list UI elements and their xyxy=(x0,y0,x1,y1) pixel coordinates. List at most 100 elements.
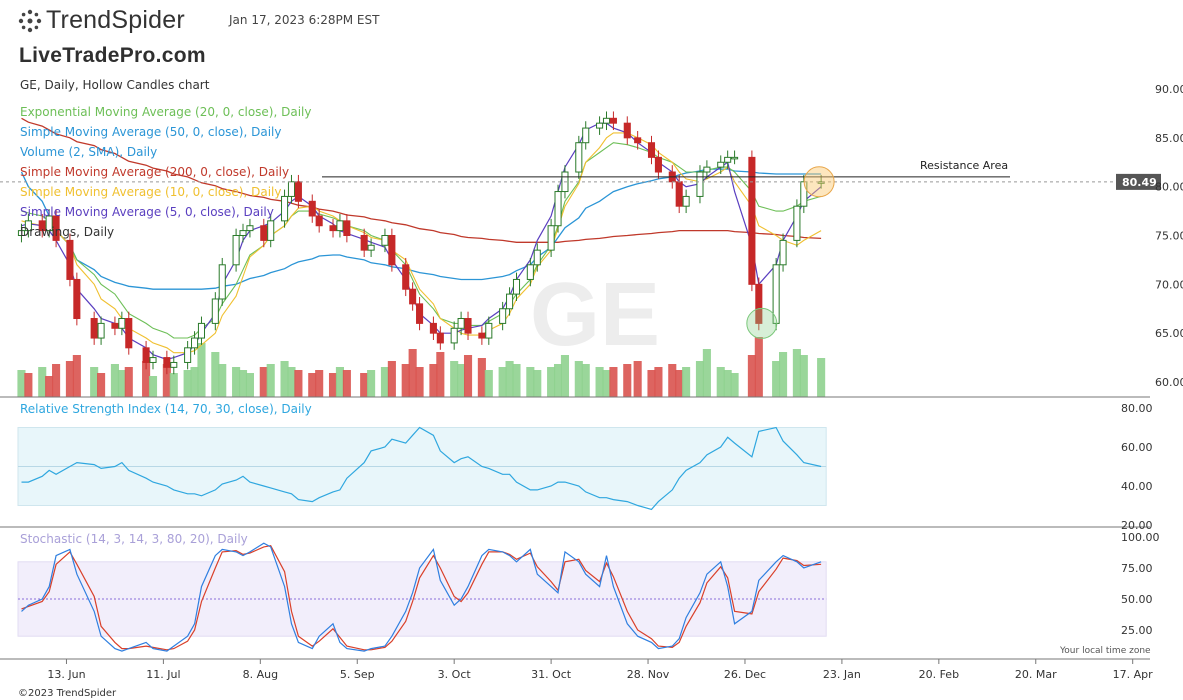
ema20-line xyxy=(21,142,822,339)
volume-bar xyxy=(360,373,369,397)
candle-body xyxy=(52,215,60,241)
rsi-title[interactable]: Relative Strength Index (14, 70, 30, clo… xyxy=(20,402,312,416)
candle-body xyxy=(464,318,472,334)
volume-bar xyxy=(401,364,410,397)
legend-sma5[interactable]: Simple Moving Average (5, 0, close), Dai… xyxy=(20,205,274,219)
stochastic-y-tick-label: 25.00 xyxy=(1121,624,1153,637)
candle-body xyxy=(547,225,555,251)
volume-bar xyxy=(547,367,556,397)
chart-timestamp: Jan 17, 2023 6:28PM EST xyxy=(229,13,380,27)
candle-body xyxy=(731,156,739,160)
legend-sma50[interactable]: Simple Moving Average (50, 0, close), Da… xyxy=(20,125,282,139)
candle-body xyxy=(38,220,46,232)
stochastic-title[interactable]: Stochastic (14, 3, 14, 3, 80, 20), Daily xyxy=(20,532,248,546)
chart-drawings[interactable]: Resistance Area 80.49 xyxy=(0,159,1161,339)
volume-bar xyxy=(38,367,47,397)
x-axis-tick-label: 3. Oct xyxy=(438,668,472,681)
candle-body xyxy=(191,337,199,349)
candle-body xyxy=(343,220,351,237)
volume-bar xyxy=(574,361,583,397)
rsi-y-tick-label: 80.00 xyxy=(1121,402,1153,415)
candle-body xyxy=(499,308,507,324)
volume-bar xyxy=(675,370,684,397)
volume-bar xyxy=(218,364,227,397)
candle-body xyxy=(696,171,704,197)
volume-bar xyxy=(169,373,178,397)
legend-drawings[interactable]: Drawings, Daily xyxy=(20,225,115,239)
volume-bar xyxy=(387,361,396,397)
candle-body xyxy=(149,357,157,363)
candle-body xyxy=(381,235,389,246)
stochastic-k-line xyxy=(21,542,822,652)
volume-bar xyxy=(457,364,466,397)
candle-body xyxy=(197,322,206,339)
volume-bar xyxy=(117,370,126,397)
volume-bar xyxy=(484,370,493,397)
copyright: ©2023 TrendSpider xyxy=(18,688,117,699)
volume-bar xyxy=(702,349,711,397)
candle-body xyxy=(724,156,732,163)
volume-bar xyxy=(328,373,338,397)
volume-bar xyxy=(65,361,74,397)
x-axis-tick-label: 31. Oct xyxy=(531,668,572,681)
volume-bar xyxy=(463,355,473,397)
stochastic-y-tick-label: 100.00 xyxy=(1121,531,1160,544)
volume-bar xyxy=(609,367,618,397)
volume-bar xyxy=(553,364,563,397)
volume-bar xyxy=(380,367,389,397)
volume-bar xyxy=(512,364,521,397)
volume-bars xyxy=(17,337,826,397)
volume-bar xyxy=(238,370,248,397)
x-axis-tick-label: 5. Sep xyxy=(340,668,375,681)
trendspider-logo-icon xyxy=(18,9,42,32)
candle-body xyxy=(239,230,247,237)
candle-body xyxy=(211,298,219,324)
brand-name: TrendSpider xyxy=(46,6,185,34)
volume-bar xyxy=(97,373,106,397)
volume-bar xyxy=(747,355,756,397)
candle-body xyxy=(575,142,583,173)
candle-body xyxy=(582,127,590,144)
legend-sma10[interactable]: Simple Moving Average (10, 0, close), Da… xyxy=(20,185,282,199)
candle-body xyxy=(111,322,119,329)
stochastic-lines xyxy=(21,542,822,652)
volume-bar xyxy=(342,370,351,397)
candle-body xyxy=(315,215,323,227)
volume-bar xyxy=(779,352,788,397)
legend-ema20[interactable]: Exponential Moving Average (20, 0, close… xyxy=(20,105,312,119)
candle-body xyxy=(308,200,316,217)
resistance-annotation: Resistance Area xyxy=(920,159,1008,172)
local-time-label: Your local time zone xyxy=(1060,646,1151,656)
candle-body xyxy=(457,318,465,329)
volume-bar xyxy=(730,373,739,397)
volume-bar xyxy=(772,361,781,397)
candle-body xyxy=(478,332,486,339)
candle-body xyxy=(512,278,521,295)
x-axis-tick-label: 13. Jun xyxy=(47,668,85,681)
candle-body xyxy=(367,244,375,251)
volume-bar xyxy=(754,337,763,397)
volume-bar xyxy=(17,370,26,397)
candle-body xyxy=(17,230,25,237)
candle-body xyxy=(281,195,289,222)
candle-body xyxy=(142,347,150,363)
x-axis-tick-label: 20. Mar xyxy=(1015,668,1057,681)
volume-bar xyxy=(124,367,133,397)
ticker-watermark-text: GE xyxy=(530,265,660,365)
candle-body xyxy=(232,235,240,266)
chart-title: GE, Daily, Hollow Candles chart xyxy=(20,78,210,92)
volume-bar xyxy=(799,355,808,397)
candle-body xyxy=(793,205,801,241)
price-y-tick-label: 60.00 xyxy=(1155,376,1183,389)
volume-bar xyxy=(197,343,206,397)
ticker-watermark: GE xyxy=(530,265,660,365)
legend-sma200[interactable]: Simple Moving Average (200, 0, close), D… xyxy=(20,165,290,179)
legend-volume[interactable]: Volume (2, SMA), Daily xyxy=(20,145,158,159)
rsi-y-tick-label: 20.00 xyxy=(1121,519,1153,532)
volume-bar xyxy=(408,349,417,397)
volume-bar xyxy=(287,367,296,397)
volume-bar xyxy=(498,367,507,397)
volume-bar xyxy=(633,361,642,397)
last-price-tag xyxy=(1116,173,1161,190)
